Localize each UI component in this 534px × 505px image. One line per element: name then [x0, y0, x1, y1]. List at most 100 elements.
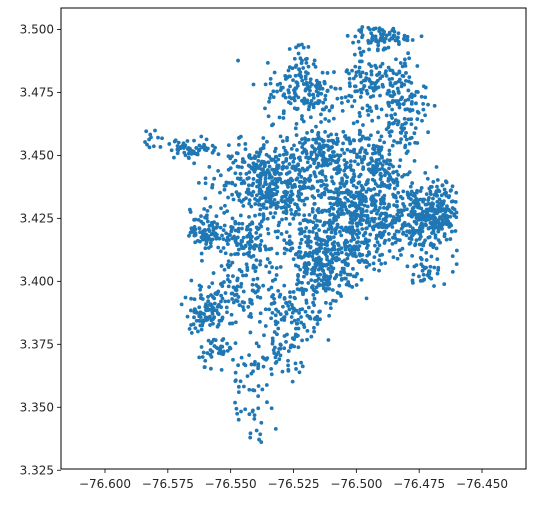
data-point [211, 337, 216, 342]
data-point [396, 190, 401, 195]
data-point [386, 176, 391, 181]
data-point [275, 82, 280, 87]
data-point [282, 318, 287, 322]
data-point [353, 274, 358, 279]
data-point [175, 147, 180, 152]
data-point [345, 175, 350, 180]
data-point [343, 190, 348, 195]
data-point [270, 336, 275, 341]
data-point [338, 181, 343, 186]
data-point [308, 115, 313, 120]
data-point [358, 72, 362, 77]
data-point [323, 174, 328, 179]
data-point [211, 148, 216, 153]
data-point [318, 178, 323, 183]
data-point [370, 118, 375, 123]
data-point [284, 310, 289, 314]
data-point [299, 315, 303, 319]
data-point [325, 71, 330, 75]
data-point [273, 172, 277, 177]
data-point [197, 314, 202, 319]
data-point [334, 299, 338, 303]
data-point [361, 49, 366, 54]
data-point [331, 235, 336, 240]
data-point [353, 34, 358, 39]
data-point [372, 219, 376, 224]
data-point [269, 367, 274, 371]
data-point [271, 348, 276, 352]
x-tick-label: −76.575 [142, 477, 194, 491]
data-point [235, 176, 240, 181]
data-point [369, 64, 373, 69]
data-point [442, 282, 447, 286]
data-point [419, 186, 424, 190]
data-point [244, 171, 249, 176]
data-point [297, 311, 302, 315]
data-point [287, 65, 292, 70]
data-point [306, 64, 311, 69]
data-point [302, 325, 307, 330]
data-point [255, 173, 260, 178]
data-point [207, 285, 211, 289]
data-point [423, 113, 428, 118]
data-point [264, 190, 269, 195]
data-point [449, 210, 453, 214]
data-point [300, 307, 305, 312]
data-point [349, 215, 354, 220]
data-point [288, 290, 292, 295]
data-point [386, 89, 391, 93]
data-point [365, 243, 370, 248]
data-point [417, 274, 421, 279]
data-point [261, 205, 266, 210]
data-point [244, 190, 249, 195]
data-point [254, 428, 259, 433]
data-point [362, 241, 367, 246]
data-point [289, 189, 294, 194]
data-point [317, 86, 322, 91]
data-point [294, 121, 299, 126]
data-point [424, 209, 428, 214]
data-point [405, 264, 410, 269]
data-point [379, 201, 383, 205]
data-point [221, 228, 226, 233]
data-point [261, 212, 266, 217]
data-point [197, 305, 202, 310]
data-point [405, 34, 410, 39]
data-point [156, 135, 160, 140]
data-point [300, 78, 305, 83]
data-point [404, 137, 409, 142]
data-point [249, 166, 254, 171]
data-point [385, 158, 390, 163]
data-point [357, 110, 362, 115]
data-point [410, 181, 415, 185]
data-point [305, 337, 309, 342]
data-point [312, 202, 317, 206]
data-point [308, 245, 313, 250]
data-point [346, 253, 351, 257]
data-point [435, 178, 440, 182]
data-point [412, 131, 417, 136]
data-point [226, 154, 231, 159]
data-point [203, 315, 208, 320]
data-point [372, 267, 377, 272]
data-point [251, 177, 256, 181]
data-point [323, 93, 328, 98]
data-point [348, 84, 352, 89]
data-point [295, 81, 300, 86]
data-point [306, 281, 311, 285]
data-point [315, 223, 319, 228]
data-point [393, 240, 398, 245]
data-point [291, 78, 295, 83]
data-point [176, 140, 181, 145]
data-point [450, 270, 455, 274]
data-point [398, 61, 403, 65]
data-point [376, 208, 380, 213]
data-point [380, 225, 384, 230]
data-point [219, 318, 224, 323]
data-point [304, 288, 309, 292]
data-point [361, 123, 365, 127]
data-point [286, 363, 290, 368]
data-point [201, 350, 206, 355]
data-point [236, 229, 241, 234]
data-point [202, 365, 207, 370]
